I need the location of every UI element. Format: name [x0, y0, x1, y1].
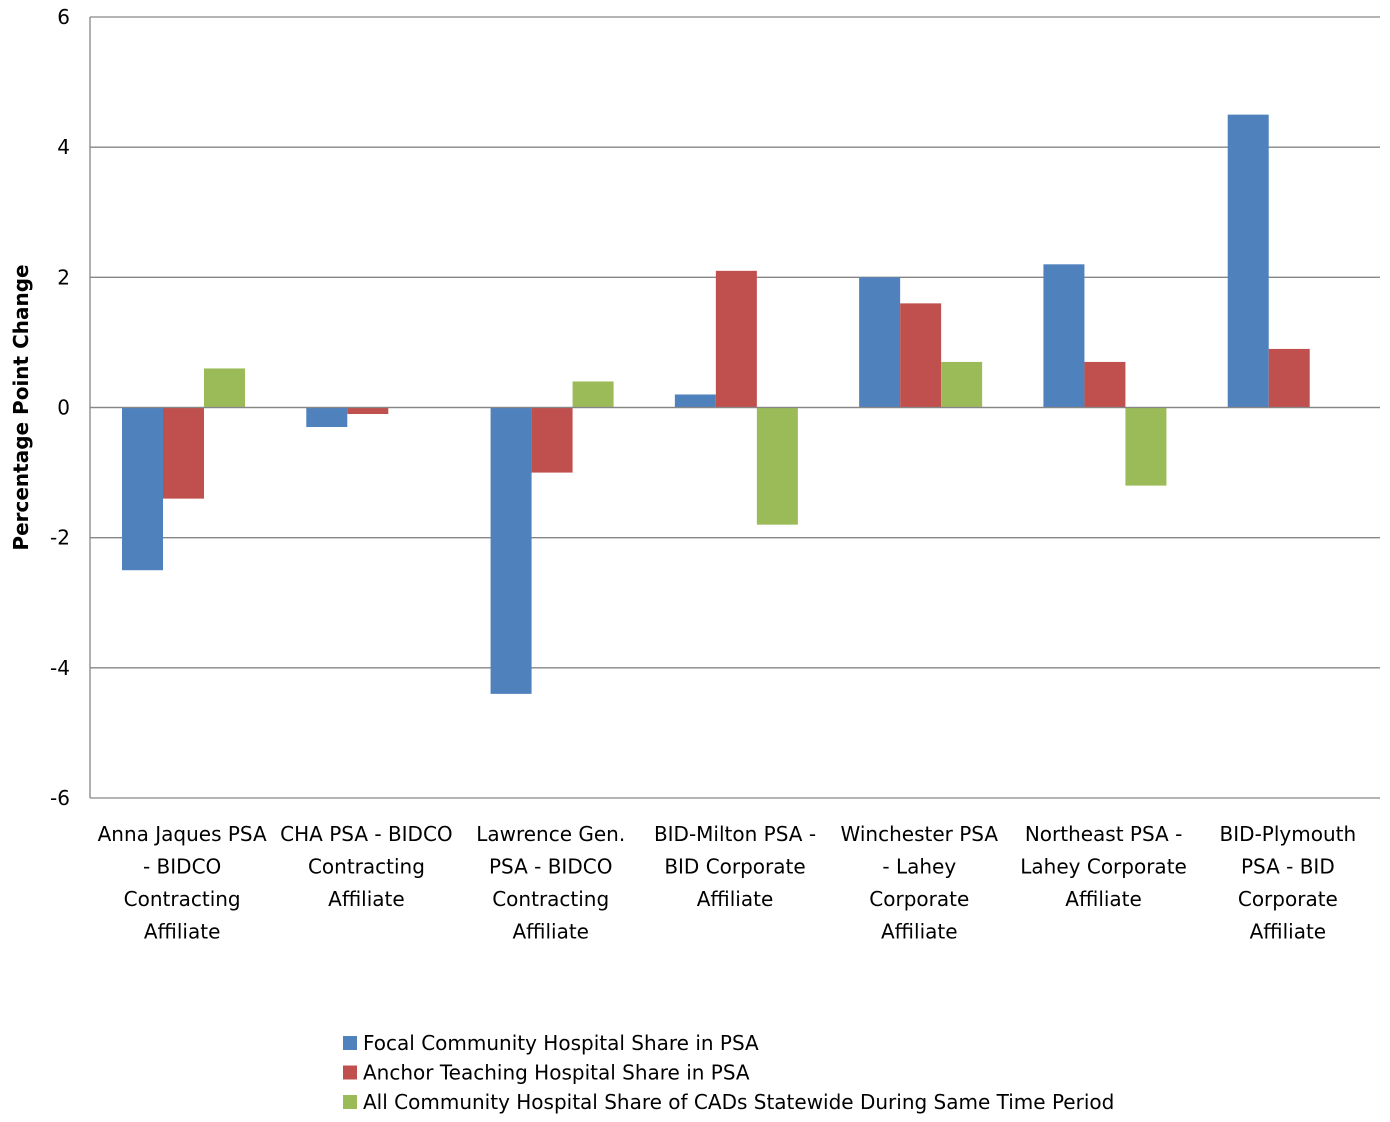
- x-category-label-line: Corporate: [869, 887, 969, 911]
- x-category-label-line: PSA - BIDCO: [489, 855, 612, 879]
- x-category-label-line: BID-Milton PSA -: [654, 822, 816, 846]
- bar: [1227, 114, 1269, 408]
- x-category-label-line: Northeast PSA -: [1025, 822, 1183, 846]
- y-tick-label: 4: [57, 135, 70, 159]
- bar: [1043, 264, 1085, 408]
- x-category-label-line: Affiliate: [881, 920, 958, 944]
- legend-swatch: [343, 1065, 357, 1080]
- x-category-label-line: Winchester PSA: [841, 822, 999, 846]
- legend: Focal Community Hospital Share in PSA Anc…: [343, 1031, 1114, 1114]
- x-category-label: Lawrence Gen. PSA - BIDCO Contracting Affil…: [476, 822, 625, 944]
- x-category-label: BID-Plymouth PSA - BID Corporate Affiliate: [1220, 822, 1357, 944]
- bar: [490, 407, 532, 694]
- bars: [122, 114, 1310, 694]
- x-category-label-line: Anna Jaques PSA: [98, 822, 267, 846]
- x-category-label-line: Lawrence Gen.: [476, 822, 625, 846]
- bar: [1125, 407, 1167, 486]
- y-axis-ticks: -6 -4 -2 0 2 4 6: [50, 5, 70, 810]
- bar: [859, 277, 901, 408]
- x-category-label: CHA PSA - BIDCO Contracting Affiliate: [280, 822, 453, 911]
- series-2: [163, 270, 1310, 499]
- legend-swatch: [343, 1036, 357, 1050]
- x-category-label-line: - Lahey: [882, 855, 956, 879]
- bar: [1084, 361, 1126, 408]
- bar: [715, 270, 757, 408]
- bar: [900, 303, 942, 408]
- y-axis-title: Percentage Point Change: [9, 264, 33, 550]
- y-tick-label: -2: [50, 526, 70, 550]
- x-category-label-line: PSA - BID: [1241, 855, 1335, 879]
- series-3: [204, 361, 1167, 525]
- bar: [941, 361, 983, 408]
- legend-label: Focal Community Hospital Share in PSA: [363, 1031, 759, 1055]
- y-tick-label: 6: [57, 5, 70, 29]
- bar: [674, 394, 716, 408]
- x-category-label-line: Lahey Corporate: [1020, 855, 1187, 879]
- x-category-label-line: Contracting: [308, 855, 425, 879]
- series-1: [122, 114, 1269, 694]
- x-category-label-line: Corporate: [1238, 887, 1338, 911]
- x-category-label: Northeast PSA - Lahey Corporate Affiliate: [1020, 822, 1187, 911]
- x-category-label-line: BID Corporate: [664, 855, 805, 879]
- x-category-label-line: Affiliate: [1250, 920, 1327, 944]
- bar: [306, 407, 348, 428]
- bar: [572, 381, 614, 408]
- bar: [347, 407, 389, 415]
- x-category-label-line: Affiliate: [1065, 887, 1142, 911]
- legend-label: All Community Hospital Share of CADs Sta…: [363, 1090, 1114, 1114]
- x-category-label-line: Contracting: [492, 887, 609, 911]
- bar: [756, 407, 798, 525]
- legend-label: Anchor Teaching Hospital Share in PSA: [363, 1061, 750, 1085]
- x-category-label-line: Affiliate: [512, 920, 589, 944]
- x-category-label-line: BID-Plymouth: [1220, 822, 1357, 846]
- x-category-label-line: - BIDCO: [143, 855, 221, 879]
- y-tick-label: 0: [57, 396, 70, 420]
- bar: [204, 368, 245, 408]
- bar: [163, 407, 204, 499]
- x-category-label: BID-Milton PSA - BID Corporate Affiliate: [654, 822, 816, 911]
- bar: [1268, 348, 1310, 408]
- y-tick-label: -6: [50, 786, 70, 810]
- bar: [122, 407, 163, 571]
- x-category-label-line: Affiliate: [144, 920, 221, 944]
- y-tick-label: 2: [57, 265, 70, 289]
- x-axis-categories: Anna Jaques PSA - BIDCO Contracting Affilia…: [98, 822, 1357, 944]
- x-category-label-line: Affiliate: [328, 887, 405, 911]
- x-category-label-line: Affiliate: [697, 887, 774, 911]
- bar: [531, 407, 573, 473]
- x-category-label: Anna Jaques PSA - BIDCO Contracting Affilia…: [98, 822, 267, 944]
- y-tick-label: -4: [50, 656, 70, 680]
- x-category-label-line: Contracting: [124, 887, 241, 911]
- legend-swatch: [343, 1095, 357, 1109]
- x-category-label-line: CHA PSA - BIDCO: [280, 822, 453, 846]
- x-category-label: Winchester PSA - Lahey Corporate Affiliate: [841, 822, 999, 944]
